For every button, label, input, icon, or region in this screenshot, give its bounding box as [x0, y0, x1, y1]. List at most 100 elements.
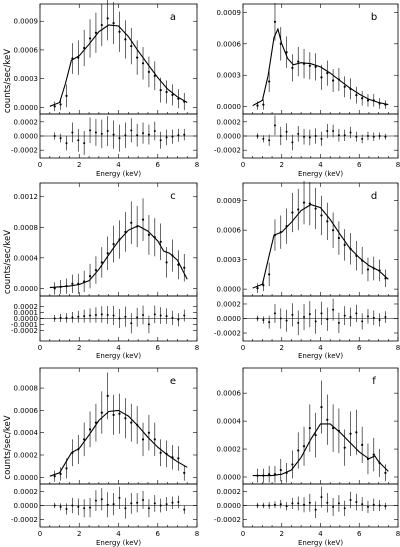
- x-tick-label: 0: [38, 344, 42, 352]
- residual-point: [279, 135, 282, 137]
- residual-point: [100, 132, 103, 135]
- residual-point: [171, 501, 174, 504]
- data-point: [53, 105, 56, 108]
- residual-point: [118, 496, 121, 499]
- data-point: [297, 60, 300, 63]
- x-tick-label: 8: [195, 344, 199, 352]
- data-point: [130, 421, 133, 424]
- data-point: [314, 65, 317, 68]
- residual-point: [100, 498, 103, 501]
- residual-point: [268, 139, 271, 142]
- residual-point: [177, 501, 180, 504]
- data-point: [141, 62, 145, 65]
- residual-point: [94, 313, 97, 316]
- residual-point: [106, 503, 109, 506]
- residual-point: [308, 136, 311, 139]
- y-tick-label: 0.0003: [217, 256, 242, 264]
- data-point: [118, 30, 121, 33]
- residual-point: [147, 323, 150, 326]
- residual-point: [153, 313, 156, 316]
- y-tick-label: 0.0000: [14, 104, 39, 112]
- data-point: [372, 453, 375, 456]
- residual-point: [291, 502, 294, 505]
- residual-point: [183, 133, 186, 136]
- residual-point: [65, 316, 68, 319]
- data-point: [88, 428, 92, 431]
- residual-point: [366, 315, 369, 318]
- data-point: [112, 413, 115, 416]
- residual-point: [124, 507, 127, 510]
- x-tick-label: 0: [38, 530, 42, 538]
- residual-point: [303, 135, 306, 138]
- resid-y-tick-label: 0.0000: [217, 133, 242, 141]
- x-tick-label: 2: [280, 344, 284, 352]
- data-point: [326, 72, 329, 75]
- residual-point: [297, 502, 300, 505]
- residual-point: [71, 131, 74, 134]
- residual-point: [285, 130, 288, 133]
- data-point: [130, 221, 133, 224]
- residual-point: [372, 503, 375, 506]
- data-point: [355, 94, 358, 97]
- resid-y-tick-label: 0.0000: [217, 502, 242, 510]
- residual-point: [177, 134, 180, 137]
- data-point: [291, 211, 294, 214]
- residual-point: [285, 505, 288, 508]
- panel-label: d: [371, 191, 377, 202]
- model-curve: [49, 409, 188, 477]
- x-tick-label: 4: [116, 530, 121, 538]
- residual-point: [320, 496, 323, 499]
- y-tick-label: 0.0003: [217, 72, 242, 80]
- residual-point: [100, 313, 103, 316]
- residual-point: [343, 507, 346, 510]
- residual-point: [285, 319, 288, 322]
- data-point: [308, 64, 311, 67]
- data-point: [165, 90, 168, 94]
- residual-point: [308, 501, 311, 504]
- data-point: [262, 284, 265, 287]
- residual-point: [366, 135, 369, 137]
- data-point: [320, 406, 323, 409]
- x-tick-label: 4: [318, 344, 323, 352]
- residual-point: [94, 131, 97, 134]
- panel-label: c: [170, 191, 176, 202]
- data-point: [314, 207, 317, 210]
- residual-point: [171, 135, 174, 138]
- data-point: [100, 23, 103, 27]
- data-point: [285, 51, 288, 54]
- residual-point: [297, 321, 300, 324]
- residual-point: [165, 136, 168, 139]
- data-point: [343, 243, 346, 247]
- y-tick-label: 0.0004: [217, 418, 242, 426]
- residual-point: [112, 133, 115, 136]
- y-tick-label: 0.0003: [14, 75, 39, 83]
- data-point: [297, 208, 300, 211]
- residual-point: [355, 501, 358, 504]
- data-point: [153, 438, 156, 441]
- x-tick-label: 0: [241, 161, 245, 169]
- data-point: [366, 99, 370, 102]
- residual-point: [384, 316, 387, 319]
- y-tick-label: 0.0000: [14, 285, 39, 293]
- x-tick-label: 6: [357, 161, 362, 169]
- residual-point: [337, 134, 340, 137]
- data-point: [256, 104, 259, 107]
- panel-label: b: [371, 12, 377, 23]
- residual-point: [314, 135, 317, 137]
- data-point: [147, 233, 151, 237]
- residual-point: [142, 132, 145, 135]
- residual-point: [177, 318, 180, 321]
- panel-label: f: [372, 376, 376, 387]
- y-tick-label: 0.0006: [14, 407, 39, 415]
- residual-point: [378, 504, 381, 507]
- residual-point: [355, 135, 358, 138]
- residual-point: [326, 130, 329, 133]
- residual-point: [349, 498, 352, 501]
- residual-point: [118, 317, 121, 320]
- x-tick-label: 2: [77, 530, 81, 538]
- residual-point: [343, 314, 346, 317]
- data-point: [320, 214, 323, 217]
- x-axis-label: Energy (keV): [96, 352, 141, 360]
- resid-y-tick-label: 0.0002: [217, 300, 242, 308]
- resid-y-tick-label: 0.0000: [217, 315, 242, 323]
